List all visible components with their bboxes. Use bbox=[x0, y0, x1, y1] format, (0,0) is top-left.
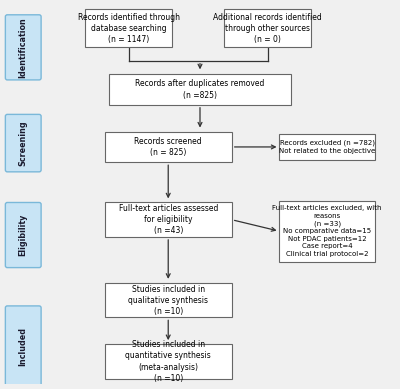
Text: Records identified through
database searching
(n = 1147): Records identified through database sear… bbox=[78, 12, 180, 44]
Text: Records screened
(n = 825): Records screened (n = 825) bbox=[134, 137, 202, 157]
Text: Studies included in
qualitative synthesis
(n =10): Studies included in qualitative synthesi… bbox=[128, 285, 208, 316]
Text: Included: Included bbox=[19, 327, 28, 366]
Text: Records excluded (n =782)
Not related to the objective: Records excluded (n =782) Not related to… bbox=[279, 140, 375, 154]
Text: Studies included in
quantitative synthesis
(meta-analysis)
(n =10): Studies included in quantitative synthes… bbox=[125, 340, 211, 383]
Text: Full-text articles excluded, with
reasons
(n =33)
No comparative data=15
Not PDA: Full-text articles excluded, with reason… bbox=[272, 205, 382, 257]
FancyBboxPatch shape bbox=[5, 306, 41, 386]
Text: Full-text articles assessed
for eligibility
(n =43): Full-text articles assessed for eligibil… bbox=[118, 204, 218, 235]
Text: Identification: Identification bbox=[19, 17, 28, 78]
FancyBboxPatch shape bbox=[109, 74, 291, 105]
FancyBboxPatch shape bbox=[105, 203, 232, 237]
FancyBboxPatch shape bbox=[105, 344, 232, 378]
Text: Screening: Screening bbox=[19, 120, 28, 166]
FancyBboxPatch shape bbox=[5, 203, 41, 268]
FancyBboxPatch shape bbox=[5, 114, 41, 172]
FancyBboxPatch shape bbox=[224, 9, 311, 47]
Text: Records after duplicates removed
(n =825): Records after duplicates removed (n =825… bbox=[135, 79, 265, 100]
FancyBboxPatch shape bbox=[105, 283, 232, 317]
FancyBboxPatch shape bbox=[105, 131, 232, 162]
FancyBboxPatch shape bbox=[280, 201, 375, 262]
FancyBboxPatch shape bbox=[280, 133, 375, 160]
FancyBboxPatch shape bbox=[5, 15, 41, 80]
FancyBboxPatch shape bbox=[85, 9, 172, 47]
Text: Additional records identified
through other sources
(n = 0): Additional records identified through ot… bbox=[213, 12, 322, 44]
Text: Eligibility: Eligibility bbox=[19, 214, 28, 256]
